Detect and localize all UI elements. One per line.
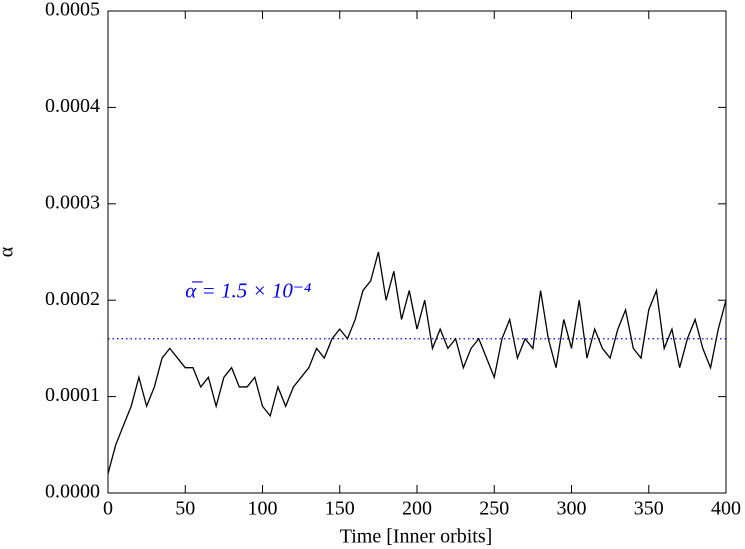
x-tick-label: 250 [479, 498, 509, 520]
y-tick-label: 0.0000 [45, 481, 100, 503]
x-axis-label: Time [Inner orbits] [340, 526, 493, 548]
x-tick-label: 200 [402, 498, 432, 520]
y-axis-label: α [0, 246, 18, 257]
x-tick-label: 300 [557, 498, 587, 520]
x-tick-label: 0 [103, 498, 113, 520]
y-tick-label: 0.0002 [45, 288, 100, 310]
data-line [107, 251, 727, 474]
y-tick-label: 0.0001 [45, 384, 100, 406]
y-tick-label: 0.0005 [45, 0, 100, 21]
x-tick-label: 50 [175, 498, 195, 520]
y-tick-label: 0.0003 [45, 191, 100, 213]
y-tick-label: 0.0004 [45, 95, 100, 117]
x-tick-label: 400 [711, 498, 741, 520]
x-tick-label: 350 [634, 498, 664, 520]
x-tick-label: 100 [248, 498, 278, 520]
plot-frame [107, 10, 727, 494]
x-tick-label: 150 [325, 498, 355, 520]
annotation: α̅ = 1.5 × 10⁻⁴ [185, 278, 311, 302]
